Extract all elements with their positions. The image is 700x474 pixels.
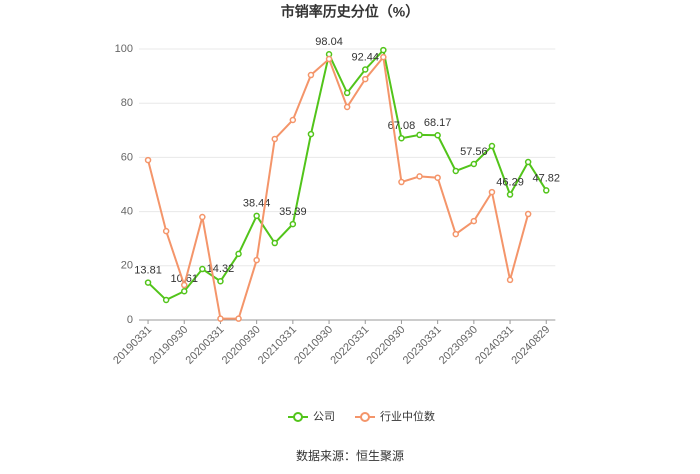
data-label: 46.29	[496, 176, 524, 188]
point	[416, 173, 423, 180]
legend-swatch	[360, 412, 370, 422]
legend-label: 行业中位数	[380, 409, 435, 423]
point	[488, 142, 496, 150]
point	[307, 130, 315, 138]
data-label: 67.08	[388, 120, 416, 132]
point	[235, 315, 242, 322]
x-tick-label: 20190930	[147, 324, 190, 367]
point	[524, 158, 532, 166]
point	[470, 160, 478, 168]
point	[307, 71, 315, 79]
point	[235, 250, 242, 258]
point	[434, 132, 441, 139]
data-label: 10.61	[170, 273, 198, 285]
point	[289, 116, 297, 124]
data-label: 68.17	[424, 117, 452, 129]
data-label: 38.44	[243, 198, 271, 210]
point	[271, 239, 278, 247]
source: 数据来源：恒生聚源	[296, 448, 404, 463]
point	[543, 187, 550, 194]
point	[452, 167, 459, 175]
x-tick-label: 20240331	[473, 324, 516, 367]
point	[253, 256, 260, 264]
point	[416, 131, 423, 139]
y-tick-label: 40	[121, 206, 133, 218]
y-tick-label: 60	[121, 151, 133, 163]
data-label: 57.56	[460, 146, 488, 158]
data-label: 14.32	[207, 263, 235, 275]
x-tick-label: 20220930	[365, 324, 408, 367]
y-tick-label: 0	[127, 314, 133, 326]
legend-label: 公司	[313, 411, 335, 423]
point	[524, 210, 532, 218]
point	[506, 191, 514, 198]
data-label: 13.81	[134, 264, 162, 276]
point	[398, 134, 405, 142]
point	[488, 188, 496, 196]
legend-swatch	[293, 412, 303, 422]
y-tick-label: 100	[115, 43, 133, 55]
point	[343, 103, 351, 111]
point	[181, 281, 188, 289]
point	[434, 174, 441, 181]
point	[325, 55, 333, 63]
point	[144, 156, 152, 164]
point	[217, 315, 224, 322]
point	[380, 46, 387, 54]
y-tick-label: 20	[121, 260, 133, 272]
point	[362, 75, 369, 83]
point	[380, 53, 387, 61]
point	[470, 217, 478, 225]
point	[217, 277, 224, 285]
x-tick-label: 20210930	[292, 324, 335, 367]
data-label: 35.39	[279, 206, 307, 218]
x-tick-label: 20210331	[256, 324, 299, 367]
x-tick-label: 20220331	[328, 324, 371, 367]
x-tick-label: 20190331	[111, 324, 154, 367]
data-label: 47.82	[532, 172, 560, 184]
x-tick-label: 20230930	[437, 324, 480, 367]
y-tick-label: 80	[121, 97, 133, 109]
data-label: 92.44	[351, 51, 379, 63]
x-tick-label: 20200930	[220, 324, 263, 367]
point	[181, 287, 188, 295]
point	[253, 212, 260, 220]
point	[362, 66, 369, 73]
point	[289, 220, 297, 228]
x-tick-label: 20240829	[509, 324, 552, 367]
point	[452, 230, 459, 238]
point	[199, 265, 206, 273]
point	[271, 135, 278, 143]
series-line	[147, 54, 530, 320]
point	[144, 279, 152, 286]
point	[343, 89, 351, 97]
point	[162, 296, 170, 304]
point	[506, 276, 514, 284]
x-tick-label: 20230331	[401, 324, 444, 367]
x-tick-label: 20200331	[184, 324, 227, 367]
data-label: 98.04	[315, 36, 343, 48]
point	[199, 213, 206, 221]
point	[162, 227, 170, 235]
chart-title: 市销率历史分位（%）	[281, 4, 419, 20]
point	[398, 178, 405, 186]
